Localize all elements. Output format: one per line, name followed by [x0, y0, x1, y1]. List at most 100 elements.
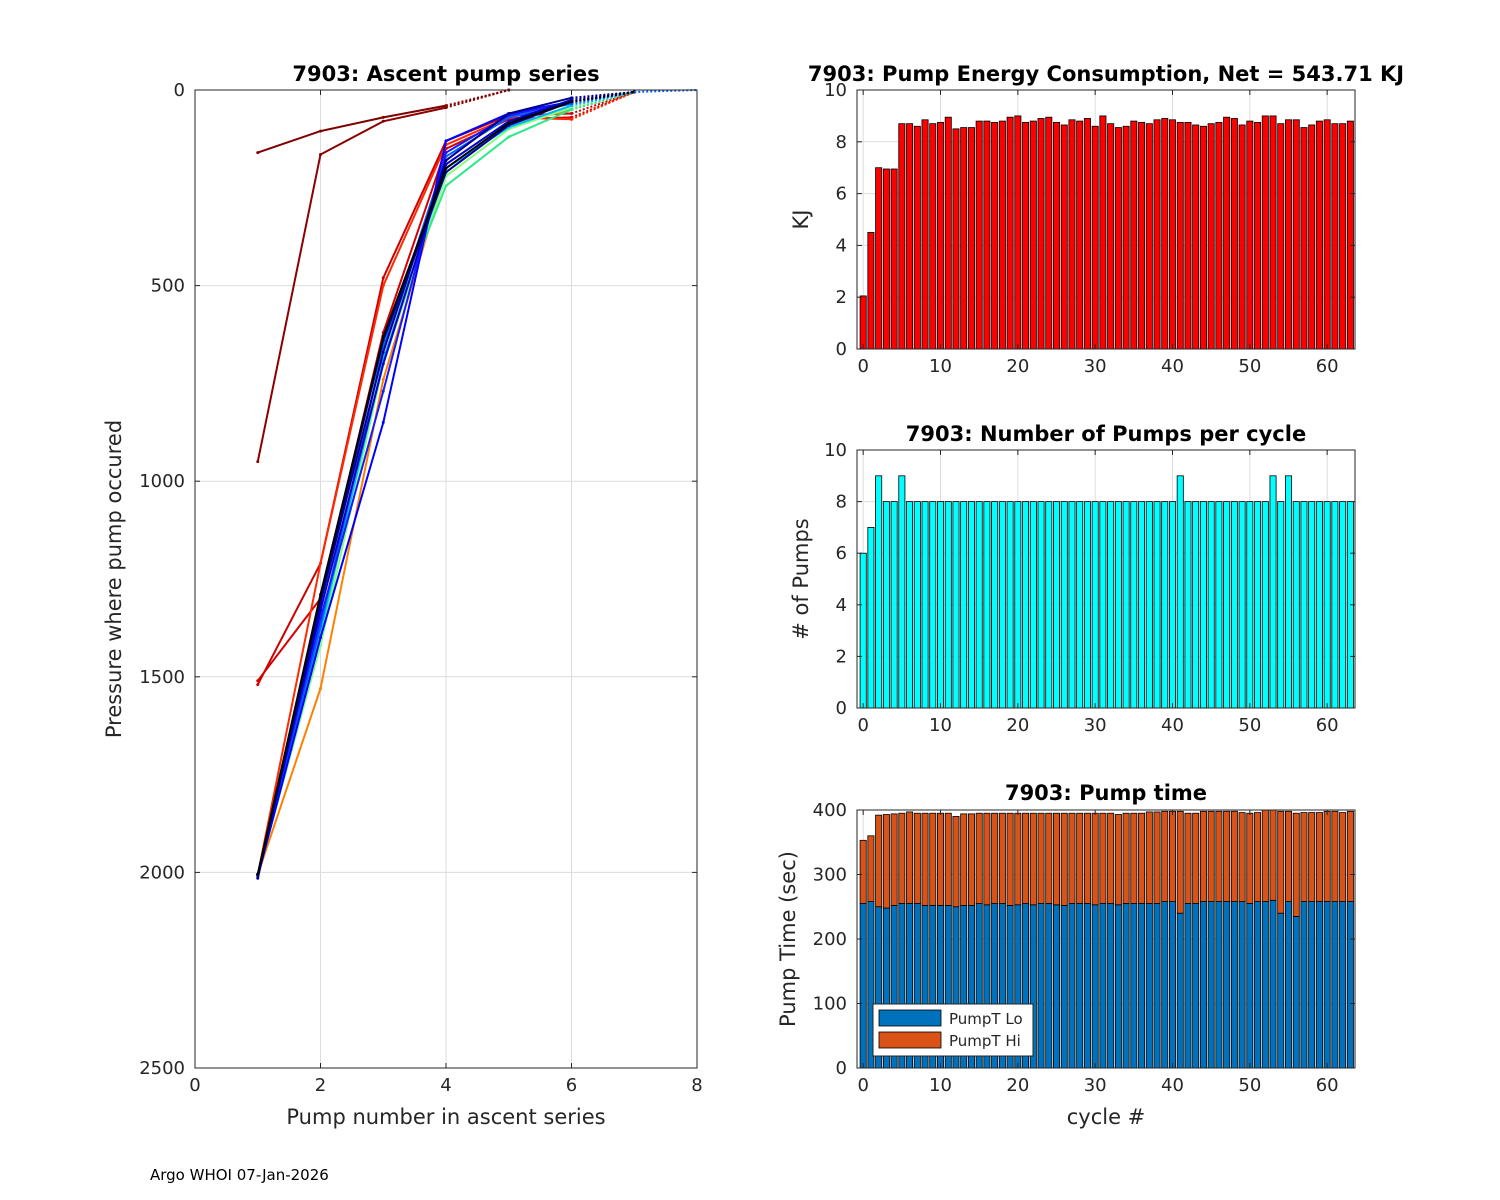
- bar-pumpt-lo: [1269, 899, 1277, 1069]
- bar: [1207, 123, 1215, 350]
- data-point: [381, 119, 385, 123]
- bar-pumpt-lo: [1339, 901, 1347, 1069]
- data-point: [319, 561, 322, 565]
- bar: [1315, 120, 1323, 350]
- bar-pumpt-lo: [1292, 916, 1300, 1069]
- chart-title: 7903: Pump time: [1005, 781, 1207, 805]
- bar: [859, 295, 867, 350]
- bar: [1277, 501, 1285, 709]
- bar-pumpt-hi: [1323, 810, 1331, 902]
- bar-pumpt-hi: [1153, 811, 1161, 904]
- bar: [1083, 118, 1091, 350]
- bar-pumpt-lo: [1215, 901, 1223, 1069]
- bar-pumpt-hi: [1339, 812, 1347, 902]
- data-point: [256, 679, 260, 683]
- data-point: [570, 100, 573, 104]
- bar: [921, 119, 929, 350]
- bar-pumpt-lo: [1230, 901, 1238, 1069]
- bar: [1300, 127, 1308, 350]
- bar-pumpt-hi: [1207, 810, 1215, 902]
- bar: [1254, 121, 1262, 350]
- y-axis-label: KJ: [789, 210, 813, 230]
- bar-pumpt-hi: [991, 812, 999, 904]
- bar: [1014, 501, 1022, 709]
- axis-box: [856, 449, 1356, 709]
- bar-pumpt-hi: [913, 812, 921, 904]
- chart-title: 7903: Ascent pump series: [292, 62, 599, 86]
- bar-pumpt-lo: [1323, 901, 1331, 1069]
- series-line-c2: [256, 106, 447, 462]
- bar: [1207, 501, 1215, 709]
- bar-pumpt-lo: [1169, 901, 1176, 1069]
- bar: [1184, 501, 1192, 709]
- bar: [1107, 123, 1115, 350]
- y-tick-label: 8: [836, 492, 847, 513]
- bar-pumpt-hi: [890, 813, 898, 906]
- bar-pumpt-hi: [1346, 810, 1354, 902]
- y-tick-label: 0: [836, 1058, 847, 1079]
- bar: [1114, 501, 1122, 709]
- x-tick-label: 4: [440, 1075, 451, 1096]
- data-marks: [859, 809, 1354, 1069]
- x-tick-label: 10: [929, 356, 952, 377]
- bar-pumpt-hi: [1029, 812, 1037, 906]
- x-tick-label: 30: [1084, 1075, 1107, 1096]
- data-point: [381, 276, 385, 280]
- bar: [1331, 123, 1339, 350]
- bar: [1323, 119, 1331, 350]
- bar-pumpt-hi: [1060, 812, 1068, 906]
- bar: [1068, 501, 1076, 709]
- x-tick-label: 20: [1006, 1075, 1029, 1096]
- bar-pumpt-lo: [1315, 901, 1323, 1069]
- bar: [890, 168, 898, 350]
- data-point: [381, 115, 385, 119]
- data-point: [381, 334, 385, 338]
- y-tick-label: 4: [836, 235, 847, 256]
- x-tick-label: 0: [857, 715, 868, 736]
- bar-pumpt-hi: [1006, 812, 1014, 906]
- bar: [960, 501, 968, 709]
- bar-pumpt-hi: [1315, 812, 1323, 902]
- bar-pumpt-lo: [1246, 903, 1254, 1069]
- bar-pumpt-lo: [1277, 912, 1285, 1069]
- bar: [967, 501, 975, 709]
- x-tick-label: 20: [1006, 715, 1029, 736]
- bar: [1300, 501, 1308, 709]
- bar-pumpt-lo: [1099, 903, 1107, 1069]
- series-line-tail-c16: [571, 91, 635, 103]
- data-point: [381, 389, 385, 393]
- bar-pumpt-hi: [1068, 812, 1076, 904]
- bar: [1315, 501, 1323, 709]
- bar: [875, 167, 883, 350]
- bar: [1145, 501, 1153, 709]
- bar: [1339, 123, 1347, 350]
- x-tick-label: 6: [566, 1075, 577, 1096]
- bar: [875, 475, 883, 709]
- bar-pumpt-lo: [1138, 903, 1146, 1069]
- bar: [1199, 501, 1207, 709]
- legend-swatch: [878, 1009, 942, 1027]
- x-tick-label: 60: [1316, 1075, 1339, 1096]
- y-tick-label: 1000: [139, 471, 185, 492]
- bar: [1215, 121, 1223, 350]
- bar-pumpt-hi: [875, 814, 883, 908]
- legend-label: PumpT Hi: [949, 1032, 1021, 1050]
- bar-pumpt-lo: [859, 903, 867, 1069]
- bar-pumpt-lo: [1114, 904, 1122, 1069]
- bar-pumpt-hi: [1277, 810, 1285, 914]
- x-tick-label: 10: [929, 1075, 952, 1096]
- bar: [1277, 123, 1285, 350]
- bar: [1161, 501, 1169, 709]
- legend-label: PumpT Lo: [949, 1010, 1023, 1028]
- bar-pumpt-hi: [1238, 812, 1246, 902]
- bar: [1037, 118, 1045, 350]
- bar-pumpt-hi: [1122, 812, 1130, 904]
- bar: [898, 475, 906, 709]
- bar: [1176, 121, 1184, 350]
- x-tick-label: 0: [189, 1075, 200, 1096]
- bar: [1122, 501, 1130, 709]
- bar: [1308, 124, 1316, 350]
- bar: [1091, 125, 1099, 350]
- data-point: [319, 153, 322, 157]
